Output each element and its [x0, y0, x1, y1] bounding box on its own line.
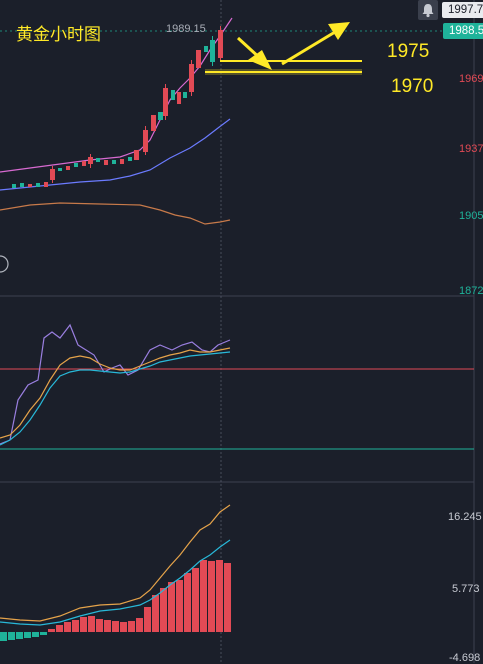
price-tick-1969: 1969 — [459, 73, 483, 85]
osc-line-purple — [0, 323, 231, 445]
arrow-down-annotation — [236, 36, 272, 70]
high-price-label: 1989.15 — [166, 23, 206, 35]
level-label-1975: 1975 — [387, 41, 430, 62]
chart-title: 黄金小时图 — [16, 25, 101, 44]
boll-lower-line — [0, 202, 231, 225]
price-tick-1905: 1905 — [459, 210, 483, 222]
price-tick-1872: 1872 — [459, 285, 483, 297]
ma-long-line — [0, 118, 231, 191]
current-price-tag: 1988.5 — [443, 23, 483, 39]
osc-line-cyan — [0, 351, 231, 446]
arrow-up-annotation — [281, 22, 350, 66]
macd-dea-line — [0, 539, 231, 626]
macd-tick-middle: 5.773 — [452, 583, 480, 595]
candles — [12, 26, 223, 188]
level-label-1970: 1970 — [391, 76, 434, 97]
osc-line-orange — [0, 347, 231, 439]
bell-icon[interactable] — [418, 0, 438, 20]
macd-tick-lower: -4.698 — [449, 652, 481, 664]
macd-histogram — [0, 560, 231, 641]
macd-tick-upper: 16.245 — [448, 511, 482, 523]
top-price-tag: 1997.7 — [442, 2, 483, 18]
price-tick-1937: 1937 — [459, 143, 483, 155]
circle-icon — [0, 255, 9, 273]
macd-dif-line — [0, 504, 231, 622]
